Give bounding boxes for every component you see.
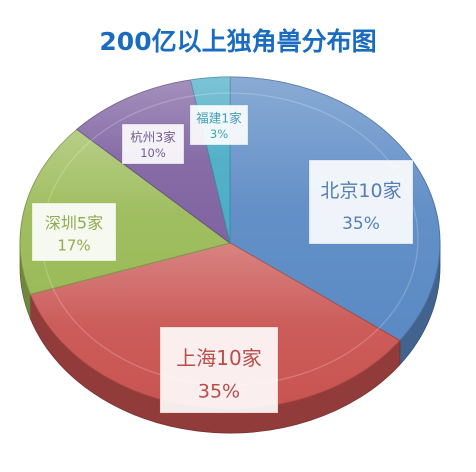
data-label-name-3: 杭州3家 bbox=[130, 130, 176, 145]
data-label-name-0: 北京10家 bbox=[320, 180, 401, 202]
data-label-percent-4: 3% bbox=[210, 127, 228, 141]
data-label-name-4: 福建1家 bbox=[196, 111, 242, 126]
data-label-name-2: 深圳5家 bbox=[45, 214, 103, 233]
data-label-box-3 bbox=[121, 123, 185, 165]
data-label-box-0 bbox=[308, 159, 414, 245]
data-label-percent-1: 35% bbox=[198, 381, 240, 403]
data-label-name-1: 上海10家 bbox=[176, 346, 261, 370]
data-label-percent-3: 10% bbox=[140, 146, 166, 160]
data-label-percent-2: 17% bbox=[57, 237, 90, 255]
data-label-1: 上海10家 35% bbox=[159, 326, 279, 414]
data-label-box-4 bbox=[189, 104, 249, 146]
data-label-box-2 bbox=[31, 202, 117, 262]
data-label-2: 深圳5家 17% bbox=[31, 202, 117, 262]
data-label-percent-0: 35% bbox=[342, 214, 380, 234]
data-label-box-1 bbox=[159, 326, 279, 414]
pie-slice-gloss-1 bbox=[30, 243, 400, 409]
data-label-0: 北京10家 35% bbox=[308, 159, 414, 245]
chart-title: 200亿以上独角兽分布图 bbox=[99, 27, 376, 56]
